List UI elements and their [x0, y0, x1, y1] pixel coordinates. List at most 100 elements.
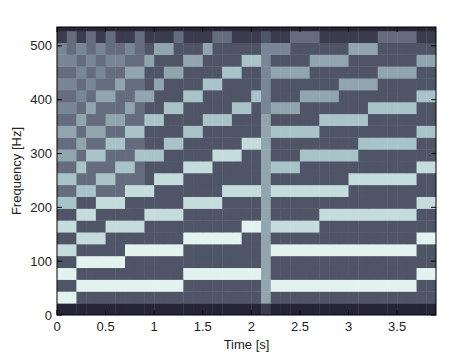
- x-tick-top: [397, 27, 398, 32]
- cell: [154, 54, 164, 66]
- cell: [222, 268, 232, 280]
- cell: [397, 161, 407, 173]
- cell: [251, 220, 261, 232]
- cell: [76, 173, 86, 185]
- cell: [76, 54, 86, 66]
- cell: [222, 185, 232, 197]
- cell: [271, 256, 281, 268]
- cell: [57, 137, 67, 149]
- cell: [426, 66, 436, 78]
- cell: [154, 303, 164, 315]
- cell: [426, 114, 436, 126]
- cell: [154, 208, 164, 220]
- cell: [407, 114, 417, 126]
- cell: [319, 197, 329, 209]
- cell: [261, 126, 271, 138]
- cell: [242, 102, 252, 114]
- cell: [368, 291, 378, 303]
- cell: [76, 232, 86, 244]
- cell: [115, 185, 125, 197]
- cell: [339, 303, 349, 315]
- cell: [164, 173, 174, 185]
- cell: [183, 256, 193, 268]
- cell: [115, 220, 125, 232]
- cell: [67, 244, 77, 256]
- cell: [212, 90, 222, 102]
- cell: [174, 256, 184, 268]
- cell: [242, 90, 252, 102]
- cell: [310, 232, 320, 244]
- y-axis-label: Frequency [Hz]: [9, 127, 24, 215]
- cell: [76, 185, 86, 197]
- cell: [339, 102, 349, 114]
- cell: [203, 268, 213, 280]
- cell: [358, 256, 368, 268]
- cell: [319, 303, 329, 315]
- cell: [115, 54, 125, 66]
- cell: [271, 208, 281, 220]
- cell: [144, 161, 154, 173]
- cell: [154, 161, 164, 173]
- cell: [368, 90, 378, 102]
- cell: [232, 208, 242, 220]
- cell: [76, 66, 86, 78]
- cell: [417, 197, 427, 209]
- cell: [135, 126, 145, 138]
- cell: [115, 208, 125, 220]
- cell: [67, 114, 77, 126]
- cell: [358, 137, 368, 149]
- cell: [378, 43, 388, 55]
- cell: [271, 161, 281, 173]
- cell: [183, 102, 193, 114]
- cell: [86, 149, 96, 161]
- cell: [67, 185, 77, 197]
- cell: [183, 197, 193, 209]
- cell: [290, 78, 300, 90]
- cell: [319, 256, 329, 268]
- x-tick-top: [57, 27, 58, 32]
- cell: [310, 256, 320, 268]
- cell: [242, 303, 252, 315]
- cell: [319, 161, 329, 173]
- cell: [281, 54, 291, 66]
- cell: [125, 256, 135, 268]
- cell: [76, 303, 86, 315]
- cell: [174, 114, 184, 126]
- cell: [407, 291, 417, 303]
- cell: [144, 126, 154, 138]
- cell: [349, 137, 359, 149]
- cell: [106, 149, 116, 161]
- cell: [271, 66, 281, 78]
- cell: [106, 78, 116, 90]
- cell: [232, 43, 242, 55]
- cell: [397, 66, 407, 78]
- cell: [378, 208, 388, 220]
- cell: [115, 279, 125, 291]
- cell: [251, 279, 261, 291]
- cell: [387, 185, 397, 197]
- cell: [319, 149, 329, 161]
- cell: [407, 256, 417, 268]
- cell: [426, 31, 436, 43]
- cell: [193, 208, 203, 220]
- cell: [183, 185, 193, 197]
- cell: [271, 102, 281, 114]
- cell: [387, 244, 397, 256]
- cell: [164, 31, 174, 43]
- cell: [349, 220, 359, 232]
- cell: [329, 268, 339, 280]
- cell: [203, 102, 213, 114]
- cell: [86, 197, 96, 209]
- x-tick-top: [105, 27, 106, 32]
- cell: [426, 279, 436, 291]
- cell: [319, 208, 329, 220]
- cell: [281, 279, 291, 291]
- cell: [349, 268, 359, 280]
- cell: [57, 244, 67, 256]
- y-tick-label: 0: [45, 308, 52, 323]
- cell: [378, 161, 388, 173]
- cell: [135, 161, 145, 173]
- cell: [300, 137, 310, 149]
- cell: [417, 27, 427, 31]
- cell: [261, 303, 271, 315]
